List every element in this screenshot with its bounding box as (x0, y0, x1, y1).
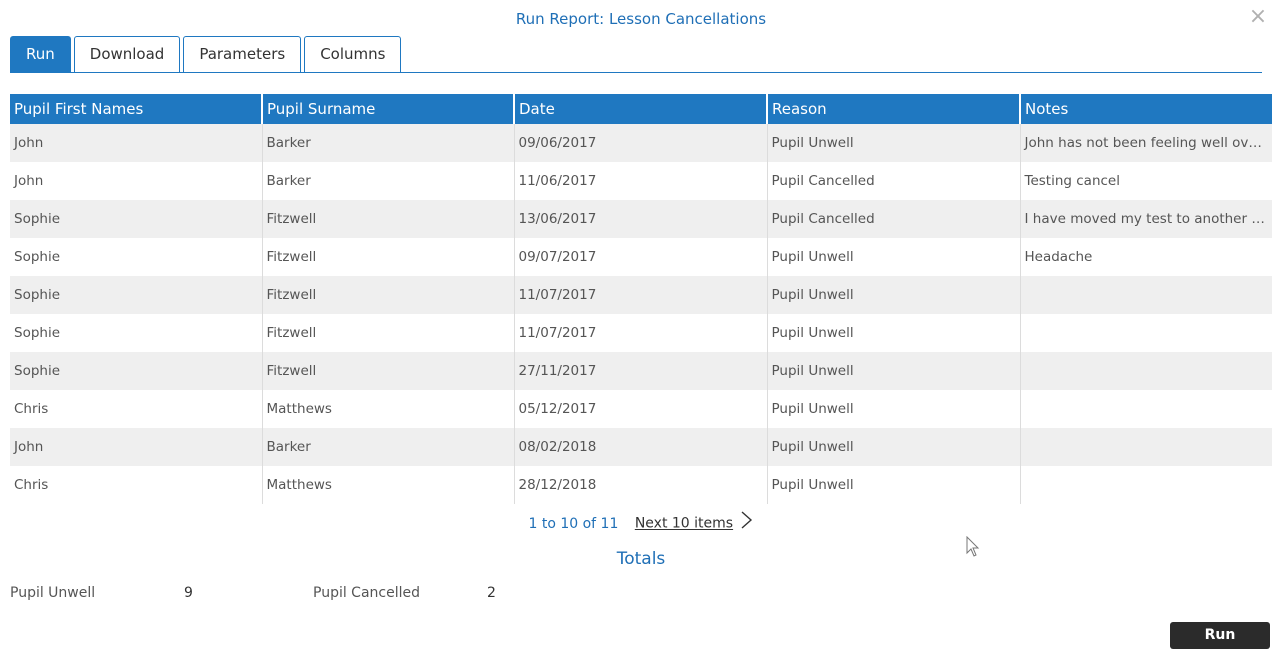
cell-first-name: John (10, 162, 263, 200)
total-label-unwell: Pupil Unwell (10, 585, 96, 601)
cell-surname: Fitzwell (262, 200, 515, 238)
cell-date: 09/07/2017 (514, 238, 768, 276)
dialog-title: Run Report: Lesson Cancellations (515, 10, 767, 28)
table-row[interactable]: Sophie Fitzwell 13/06/2017 Pupil Cancell… (10, 200, 1272, 238)
pagination-range: 1 to 10 of 11 (528, 515, 619, 532)
cell-date: 13/06/2017 (514, 200, 768, 238)
tab-download[interactable]: Download (73, 36, 181, 72)
cell-date: 11/07/2017 (514, 314, 768, 352)
cell-date: 11/06/2017 (514, 162, 768, 200)
cell-reason: Pupil Cancelled (767, 200, 1021, 238)
report-table: Pupil First Names Pupil Surname Date Rea… (10, 94, 1272, 504)
cell-reason: Pupil Unwell (767, 238, 1021, 276)
cell-first-name: Sophie (10, 276, 263, 314)
cell-reason: Pupil Unwell (767, 428, 1021, 466)
cell-first-name: Sophie (10, 238, 263, 276)
cell-date: 08/02/2018 (514, 428, 768, 466)
cell-reason: Pupil Unwell (767, 276, 1021, 314)
table-row[interactable]: John Barker 11/06/2017 Pupil Cancelled T… (10, 162, 1272, 200)
cell-notes: Headache (1020, 238, 1272, 276)
cell-date: 05/12/2017 (514, 390, 768, 428)
cell-notes (1020, 390, 1272, 428)
total-value-unwell: 9 (184, 585, 193, 601)
cell-surname: Barker (262, 162, 515, 200)
cell-first-name: Sophie (10, 352, 263, 390)
column-header-date[interactable]: Date (514, 94, 768, 124)
cell-first-name: Sophie (10, 314, 263, 352)
cell-first-name: Sophie (10, 200, 263, 238)
cell-notes (1020, 314, 1272, 352)
cell-notes (1020, 466, 1272, 504)
tab-divider (10, 72, 1262, 73)
close-icon[interactable]: × (1248, 4, 1268, 29)
totals-heading: Totals (616, 549, 666, 569)
cell-first-name: Chris (10, 390, 263, 428)
mouse-cursor-icon (966, 535, 980, 558)
cell-surname: Barker (262, 124, 515, 162)
cell-first-name: John (10, 124, 263, 162)
column-header-notes[interactable]: Notes (1020, 94, 1272, 124)
cell-notes: Testing cancel (1020, 162, 1272, 200)
cell-surname: Fitzwell (262, 238, 515, 276)
table-header-row: Pupil First Names Pupil Surname Date Rea… (10, 94, 1272, 124)
cell-reason: Pupil Unwell (767, 314, 1021, 352)
cell-surname: Fitzwell (262, 352, 515, 390)
table-row[interactable]: Sophie Fitzwell 09/07/2017 Pupil Unwell … (10, 238, 1272, 276)
cell-reason: Pupil Cancelled (767, 162, 1021, 200)
column-header-first-names[interactable]: Pupil First Names (10, 94, 263, 124)
table-row[interactable]: Sophie Fitzwell 11/07/2017 Pupil Unwell (10, 276, 1272, 314)
cell-reason: Pupil Unwell (767, 352, 1021, 390)
tab-bar: Run Download Parameters Columns (10, 36, 402, 72)
cell-date: 28/12/2018 (514, 466, 768, 504)
cell-notes: I have moved my test to another day (1020, 200, 1272, 238)
cell-surname: Matthews (262, 390, 515, 428)
column-header-surname[interactable]: Pupil Surname (262, 94, 515, 124)
cell-surname: Fitzwell (262, 276, 515, 314)
cell-surname: Fitzwell (262, 314, 515, 352)
total-label-cancelled: Pupil Cancelled (313, 585, 421, 601)
tab-run[interactable]: Run (10, 36, 71, 72)
table-row[interactable]: John Barker 09/06/2017 Pupil Unwell John… (10, 124, 1272, 162)
table-row[interactable]: Sophie Fitzwell 27/11/2017 Pupil Unwell (10, 352, 1272, 390)
table-row[interactable]: Chris Matthews 28/12/2018 Pupil Unwell (10, 466, 1272, 504)
cell-reason: Pupil Unwell (767, 466, 1021, 504)
pagination: 1 to 10 of 11 Next 10 items (0, 510, 1282, 532)
cell-date: 09/06/2017 (514, 124, 768, 162)
cell-first-name: John (10, 428, 263, 466)
next-page-link[interactable]: Next 10 items (634, 515, 734, 532)
cell-reason: Pupil Unwell (767, 124, 1021, 162)
cell-notes: John has not been feeling well over ... (1020, 124, 1272, 162)
table-row[interactable]: Chris Matthews 05/12/2017 Pupil Unwell (10, 390, 1272, 428)
chevron-right-icon[interactable] (740, 510, 754, 537)
cell-surname: Barker (262, 428, 515, 466)
column-header-reason[interactable]: Reason (767, 94, 1021, 124)
run-button[interactable]: Run (1170, 622, 1270, 649)
cell-notes (1020, 276, 1272, 314)
total-value-cancelled: 2 (487, 585, 496, 601)
table-row[interactable]: Sophie Fitzwell 11/07/2017 Pupil Unwell (10, 314, 1272, 352)
cell-notes (1020, 428, 1272, 466)
cell-date: 27/11/2017 (514, 352, 768, 390)
cell-first-name: Chris (10, 466, 263, 504)
cell-notes (1020, 352, 1272, 390)
cell-reason: Pupil Unwell (767, 390, 1021, 428)
table-row[interactable]: John Barker 08/02/2018 Pupil Unwell (10, 428, 1272, 466)
cell-date: 11/07/2017 (514, 276, 768, 314)
cell-surname: Matthews (262, 466, 515, 504)
tab-parameters[interactable]: Parameters (183, 36, 302, 72)
tab-columns[interactable]: Columns (304, 36, 402, 72)
